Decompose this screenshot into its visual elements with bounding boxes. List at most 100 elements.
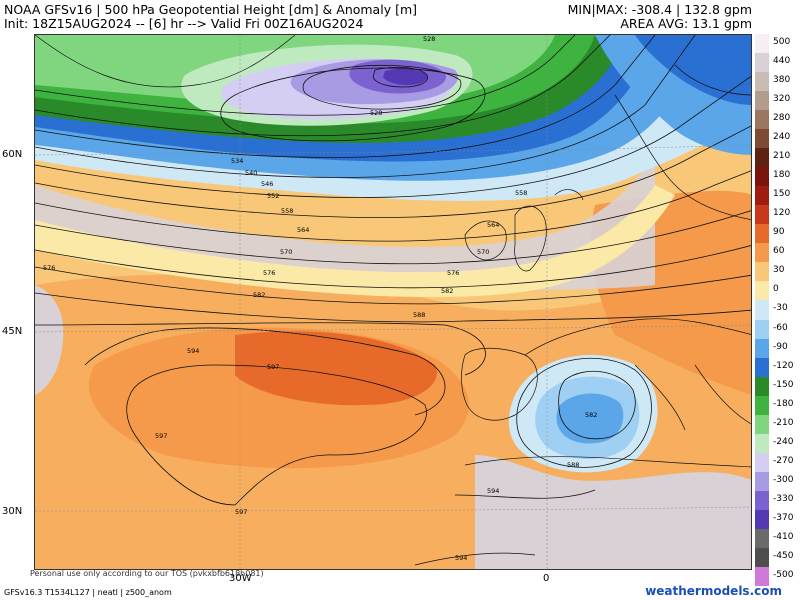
- lat-label-30n: 30N: [2, 506, 23, 517]
- colorbar-entry: -500: [755, 566, 800, 586]
- colorbar-label: -450: [773, 550, 794, 561]
- contour-label: 570: [477, 248, 489, 256]
- colorbar-entry: 0: [755, 281, 800, 301]
- colorbar-entry: -120: [755, 357, 800, 377]
- colorbar-label: -330: [773, 493, 794, 504]
- colorbar-label: 30: [773, 265, 785, 276]
- contour-label: 597: [155, 432, 167, 440]
- colorbar-swatch: [755, 490, 769, 510]
- colorbar-entry: -150: [755, 376, 800, 396]
- colorbar-swatch: [755, 129, 769, 149]
- site-credit[interactable]: weathermodels.com: [645, 584, 782, 598]
- colorbar-entry: 380: [755, 72, 800, 92]
- colorbar-label: -120: [773, 360, 794, 371]
- colorbar-label: 90: [773, 227, 785, 238]
- contour-label: 582: [585, 411, 597, 419]
- anomaly-map: 528 528 534 540 546 552 558 564 570 576 …: [34, 34, 752, 570]
- colorbar-label: -180: [773, 398, 794, 409]
- model-info: GFSv16.3 T1534L127 | neatl | z500_anom: [4, 588, 172, 597]
- colorbar-swatch: [755, 91, 769, 111]
- colorbar-entry: -240: [755, 433, 800, 453]
- colorbar-swatch: [755, 566, 769, 586]
- contour-label: 570: [280, 248, 292, 256]
- contour-label: 564: [487, 221, 499, 229]
- colorbar-entry: 320: [755, 91, 800, 111]
- colorbar-swatch: [755, 72, 769, 92]
- colorbar-label: -30: [773, 303, 788, 314]
- contour-label: 546: [261, 180, 273, 188]
- colorbar-swatch: [755, 433, 769, 453]
- contour-label: 597: [235, 508, 247, 516]
- contour-label: 552: [267, 192, 279, 200]
- contour-label: 534: [231, 157, 243, 165]
- min-max-readout: MIN|MAX: -308.4 | 132.8 gpm: [567, 2, 752, 17]
- colorbar-entry: 60: [755, 243, 800, 263]
- colorbar-swatch: [755, 528, 769, 548]
- colorbar-swatch: [755, 395, 769, 415]
- colorbar-swatch: [755, 186, 769, 206]
- contour-label: 597: [267, 363, 279, 371]
- anomaly-colorbar: 500 440 380 320 280 240 210 180 150 120 90 60 30 0 -30…: [755, 34, 800, 586]
- contour-label: 594: [455, 554, 467, 562]
- colorbar-swatch: [755, 281, 769, 301]
- contour-label: 576: [447, 269, 459, 277]
- colorbar-swatch: [755, 338, 769, 358]
- contour-label: 528: [370, 109, 382, 117]
- lon-label-30w: 30W: [229, 573, 252, 584]
- colorbar-label: -90: [773, 341, 788, 352]
- contour-label: 588: [413, 311, 425, 319]
- colorbar-swatch: [755, 547, 769, 567]
- colorbar-label: -240: [773, 436, 794, 447]
- colorbar-swatch: [755, 167, 769, 187]
- init-valid-time: Init: 18Z15AUG2024 -- [6] hr --> Valid F…: [4, 16, 364, 31]
- colorbar-label: -270: [773, 455, 794, 466]
- colorbar-entry: -450: [755, 547, 800, 567]
- colorbar-label: 240: [773, 132, 791, 143]
- colorbar-swatch: [755, 452, 769, 472]
- colorbar-entry: 30: [755, 262, 800, 282]
- colorbar-label: -370: [773, 512, 794, 523]
- contour-label: 558: [281, 207, 293, 215]
- colorbar-entry: -300: [755, 471, 800, 491]
- colorbar-swatch: [755, 357, 769, 377]
- lat-label-45n: 45N: [2, 326, 23, 337]
- colorbar-swatch: [755, 319, 769, 339]
- colorbar-swatch: [755, 224, 769, 244]
- colorbar-entry: 280: [755, 110, 800, 130]
- colorbar-label: 180: [773, 170, 791, 181]
- colorbar-entry: 90: [755, 224, 800, 244]
- colorbar-swatch: [755, 262, 769, 282]
- tos-notice: Personal use only according to our TOS (…: [30, 569, 264, 578]
- contour-label: 576: [43, 264, 55, 272]
- contour-label: 558: [515, 189, 527, 197]
- colorbar-swatch: [755, 110, 769, 130]
- colorbar-entry: -330: [755, 490, 800, 510]
- colorbar-entry: -210: [755, 414, 800, 434]
- contour-label: 582: [253, 291, 265, 299]
- colorbar-entry: -270: [755, 452, 800, 472]
- colorbar-label: -300: [773, 474, 794, 485]
- colorbar-entry: -410: [755, 528, 800, 548]
- colorbar-label: -410: [773, 531, 794, 542]
- colorbar-label: 440: [773, 56, 791, 67]
- colorbar-swatch: [755, 376, 769, 396]
- colorbar-entry: 120: [755, 205, 800, 225]
- colorbar-entry: -370: [755, 509, 800, 529]
- contour-label: 576: [263, 269, 275, 277]
- lat-label-60n: 60N: [2, 149, 23, 160]
- colorbar-entry: 440: [755, 53, 800, 73]
- contour-label: 582: [441, 287, 453, 295]
- lon-label-0: 0: [543, 573, 550, 584]
- contour-label: 540: [245, 169, 257, 177]
- colorbar-label: 150: [773, 189, 791, 200]
- colorbar-label: 500: [773, 37, 791, 47]
- colorbar-label: -210: [773, 417, 794, 428]
- colorbar-entry: 180: [755, 167, 800, 187]
- area-average-readout: AREA AVG: 13.1 gpm: [620, 16, 752, 31]
- contour-label: 528: [423, 35, 435, 43]
- colorbar-swatch: [755, 243, 769, 263]
- colorbar-entry: -30: [755, 300, 800, 320]
- colorbar-swatch: [755, 300, 769, 320]
- colorbar-label: 0: [773, 284, 779, 295]
- colorbar-entry: -180: [755, 395, 800, 415]
